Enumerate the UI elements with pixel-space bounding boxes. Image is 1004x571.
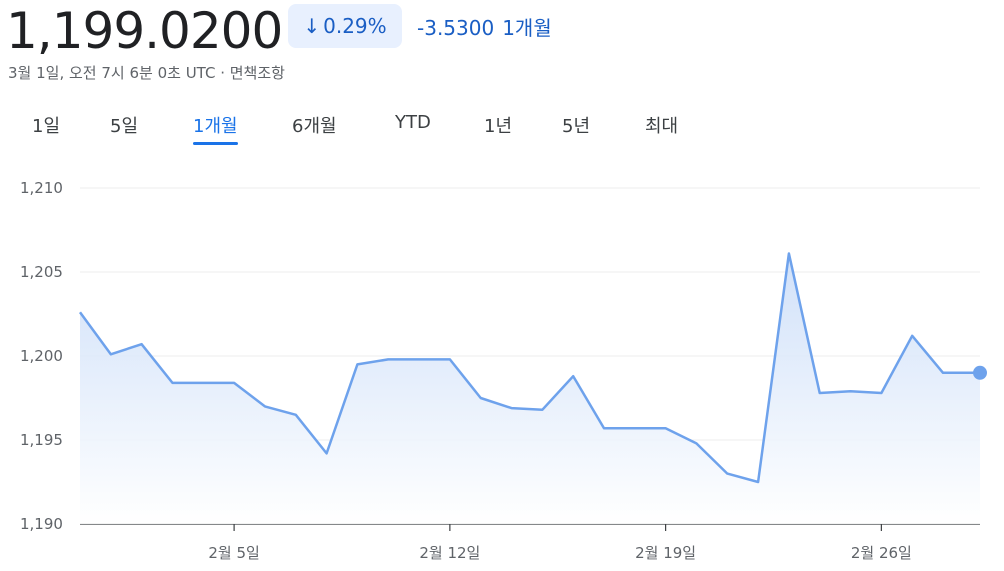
active-tab-underline (193, 142, 238, 145)
price-chart: 1,210 1,205 1,200 1,195 1,190 2월 5일 2월 12일 2월 1… (20, 179, 987, 562)
tab-3[interactable]: 6개월 (292, 112, 337, 138)
tab-label: 1개월 (193, 116, 238, 137)
y-tick-label: 1,190 (20, 515, 63, 533)
x-tick-label: 2월 12일 (419, 544, 480, 562)
tab-label: 최대 (645, 116, 679, 137)
change-summary: -3.5300 1개월 (417, 12, 552, 41)
series-area (80, 253, 980, 524)
tab-label: 6개월 (292, 116, 337, 137)
tab-label: YTD (395, 112, 431, 133)
change-absolute: -3.5300 (417, 16, 495, 40)
y-tick-label: 1,205 (20, 263, 63, 281)
tab-5[interactable]: 1년 (484, 112, 512, 138)
arrow-down-icon: ↓ (303, 14, 321, 38)
change-percent-badge: ↓ 0.29% (288, 4, 402, 48)
last-point-marker (973, 365, 987, 380)
tab-1[interactable]: 5일 (110, 112, 138, 138)
tab-4[interactable]: YTD (395, 112, 431, 133)
x-tick-label: 2월 26일 (851, 544, 912, 562)
change-period: 1개월 (502, 16, 552, 40)
x-tick-label: 2월 5일 (208, 544, 259, 562)
change-percent: 0.29% (323, 14, 387, 38)
tab-label: 1일 (32, 116, 61, 137)
y-tick-label: 1,200 (20, 347, 63, 365)
series-line (78, 252, 980, 484)
tab-label: 5년 (562, 116, 591, 137)
tab-7[interactable]: 최대 (645, 112, 678, 138)
timestamp-disclaimer: 3월 1일, 오전 7시 6분 0초 UTC · 면책조항 (8, 64, 285, 82)
tab-6[interactable]: 5년 (562, 112, 590, 138)
tab-2[interactable]: 1개월 (193, 112, 238, 145)
x-tick-label: 2월 19일 (635, 544, 696, 562)
tab-0[interactable]: 1일 (32, 112, 60, 138)
y-tick-label: 1,195 (20, 431, 63, 449)
tab-label: 1년 (484, 116, 513, 137)
current-price: 1,199.0200 (6, 2, 283, 60)
tab-label: 5일 (110, 116, 139, 137)
range-tabs: 1일 5일 1개월 6개월 YTD 1년 5년 최대 (0, 112, 720, 152)
y-tick-label: 1,210 (20, 179, 63, 197)
